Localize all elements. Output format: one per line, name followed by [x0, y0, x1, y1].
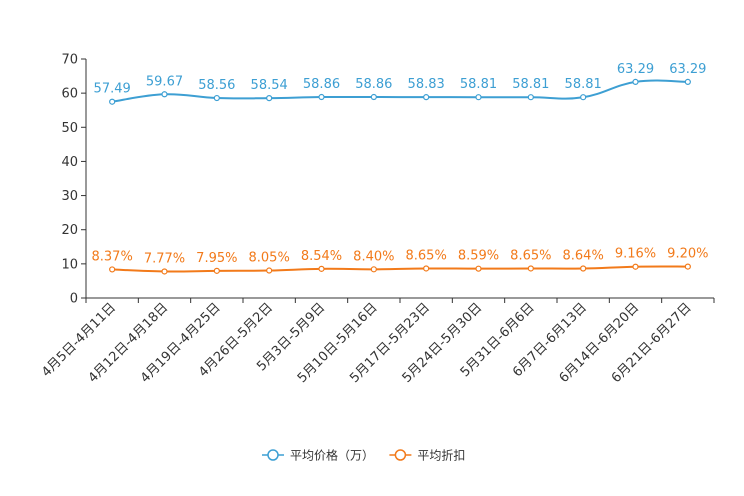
data-label: 7.77%: [144, 251, 185, 266]
data-label: 8.59%: [458, 249, 499, 264]
series-line: [112, 265, 688, 273]
data-point: [161, 91, 168, 98]
data-label: 9.20%: [667, 247, 708, 262]
data-label: 58.83: [408, 77, 445, 92]
y-tick-label: 60: [61, 87, 78, 102]
data-point: [527, 94, 534, 101]
legend-swatch-marker: [394, 449, 407, 461]
data-point: [475, 265, 482, 272]
data-label: 59.67: [146, 74, 183, 89]
series-layer: 57.49 59.67 58.56 58.54 58.86 58.86 58.83 58.81…: [92, 62, 708, 275]
data-point: [632, 263, 639, 270]
data-label: 7.95%: [196, 251, 237, 266]
data-point: [109, 98, 116, 105]
data-point: [370, 93, 377, 101]
y-tick-label: 30: [61, 189, 78, 204]
legend: 平均价格（万） 平均折扣: [262, 448, 465, 463]
y-tick-label: 50: [61, 121, 78, 136]
data-point: [475, 94, 482, 101]
legend-swatch-marker: [267, 449, 279, 461]
y-tick-label: 0: [70, 292, 78, 307]
data-point: [632, 78, 639, 86]
series-2: 8.37% 7.77% 7.95% 8.05% 8.54% 8.40% 8.65% 8.59%…: [92, 247, 708, 275]
series-line: [112, 79, 688, 103]
data-label: 57.49: [94, 82, 131, 97]
y-tick-label: 10: [61, 257, 78, 272]
data-label: 63.29: [669, 62, 706, 77]
data-label: 9.16%: [615, 247, 656, 262]
x-axis: 4月5日-4月11日4月12日-4月18日4月19日-4月25日4月26日-5月…: [39, 297, 715, 386]
data-label: 8.65%: [406, 248, 447, 263]
data-label: 8.40%: [353, 249, 394, 264]
data-point: [213, 267, 220, 274]
data-point: [423, 94, 430, 101]
y-tick-label: 70: [61, 53, 78, 68]
data-point: [266, 95, 273, 102]
data-point: [580, 94, 587, 101]
data-label: 8.05%: [249, 251, 290, 266]
legend-item-1: 平均价格（万）: [262, 448, 374, 463]
data-label: 58.54: [251, 78, 288, 93]
data-point: [318, 265, 325, 272]
data-point: [318, 93, 325, 101]
y-axis: 0 10 20 30 40 50 60 70: [61, 53, 87, 307]
legend-item-2: 平均折扣: [389, 448, 465, 463]
data-label: 8.37%: [92, 249, 133, 264]
data-point: [213, 94, 220, 102]
data-point: [109, 266, 116, 273]
data-point: [580, 265, 587, 272]
data-point: [370, 266, 377, 273]
data-point: [266, 267, 273, 274]
y-tick-label: 40: [61, 155, 78, 170]
data-label: 58.86: [355, 77, 392, 92]
legend-label: 平均折扣: [417, 448, 465, 463]
series-1: 57.49 59.67 58.56 58.54 58.86 58.86 58.83 58.81…: [94, 62, 706, 105]
data-label: 8.65%: [510, 248, 551, 263]
data-point: [527, 265, 534, 272]
y-tick-label: 20: [61, 223, 78, 238]
data-label: 58.81: [565, 77, 602, 92]
data-label: 58.81: [512, 77, 549, 92]
data-point: [684, 263, 691, 270]
data-label: 63.29: [617, 62, 654, 77]
data-point: [161, 268, 168, 275]
data-point: [684, 78, 691, 86]
data-label: 58.56: [198, 78, 235, 93]
data-label: 8.54%: [301, 249, 342, 264]
data-label: 58.86: [303, 77, 340, 92]
data-label: 58.81: [460, 77, 497, 92]
data-point: [423, 265, 430, 272]
legend-label: 平均价格（万）: [290, 448, 374, 463]
data-label: 8.64%: [563, 249, 604, 264]
